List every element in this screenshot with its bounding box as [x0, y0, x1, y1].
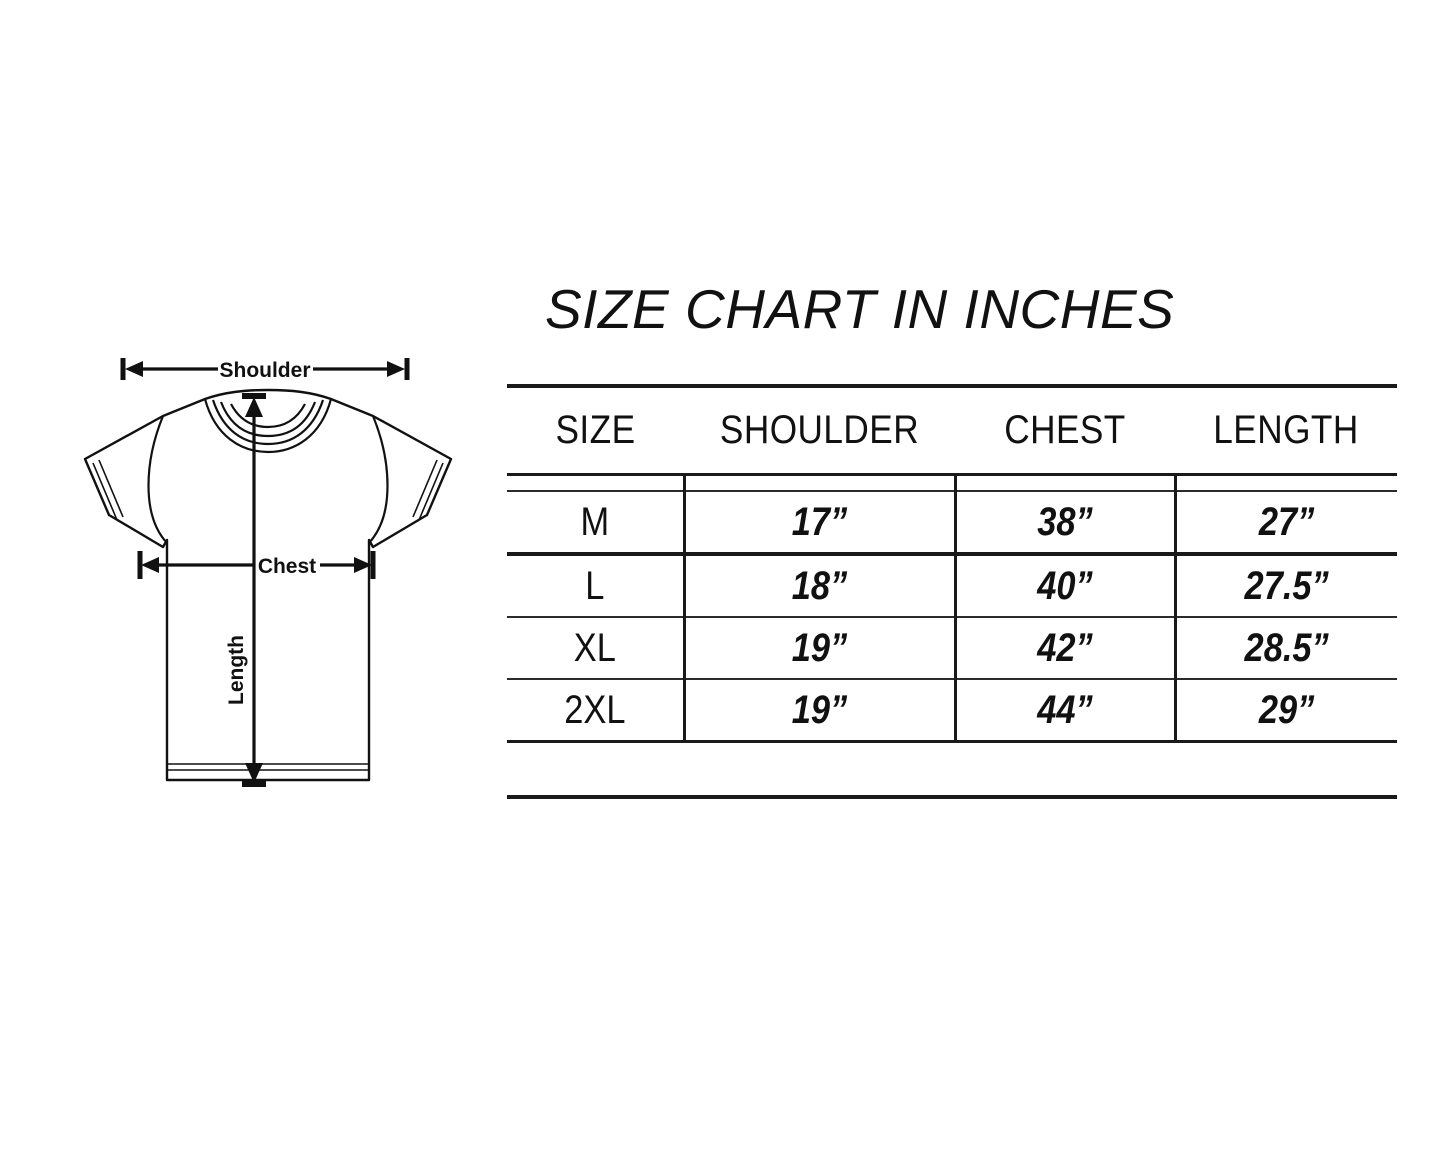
- cell-length: 29”: [1189, 679, 1382, 743]
- table-top-rule: [507, 384, 1397, 388]
- cell-length: 27”: [1189, 491, 1382, 556]
- cell-chest: 40”: [969, 554, 1160, 618]
- size-chart-table: SIZE SHOULDER CHEST LENGTH M 17” 38”: [507, 388, 1397, 799]
- spacer-cell-size: [507, 474, 684, 492]
- size-chart-title: SIZE CHART IN INCHES: [545, 278, 1175, 340]
- t-shirt-measurement-diagram: Shoulder: [55, 340, 485, 810]
- spacer-cell-length: [1173, 474, 1397, 492]
- cell-size: XL: [519, 617, 672, 680]
- table-row: XL 19” 42” 28.5”: [507, 617, 1397, 680]
- spacer-cell-chest: [953, 474, 1175, 492]
- cell-length: 28.5”: [1189, 617, 1382, 680]
- table-header-row: SIZE SHOULDER CHEST LENGTH: [507, 388, 1397, 476]
- chest-label: Chest: [258, 555, 316, 578]
- column-header-length: LENGTH: [1188, 388, 1384, 476]
- sleeve-seams: [147, 415, 389, 544]
- chest-dimension-arrow: [137, 551, 376, 579]
- column-header-chest: CHEST: [968, 388, 1162, 476]
- blank-cell: [507, 741, 1397, 799]
- table-row: M 17” 38” 27”: [507, 491, 1397, 556]
- cell-chest: 38”: [969, 491, 1160, 556]
- cell-shoulder: 19”: [701, 679, 937, 743]
- cell-chest: 42”: [969, 617, 1160, 680]
- header-underline-spacer: [507, 474, 1397, 492]
- table-blank-row: [507, 741, 1397, 799]
- size-chart-block: SIZE CHART IN INCHES SIZE SHOULDER CHEST…: [507, 278, 1397, 799]
- shirt-outline: [83, 388, 453, 782]
- cell-size: L: [519, 554, 672, 618]
- collar-arcs: [203, 398, 333, 454]
- column-header-shoulder: SHOULDER: [700, 388, 939, 476]
- column-header-size: SIZE: [517, 388, 674, 476]
- cell-size: 2XL: [519, 679, 672, 743]
- cell-chest: 44”: [969, 679, 1160, 743]
- table-row: 2XL 19” 44” 29”: [507, 679, 1397, 743]
- length-dimension-arrow: [242, 393, 266, 787]
- cell-shoulder: 18”: [701, 554, 937, 618]
- spacer-cell-shoulder: [682, 474, 955, 492]
- length-label: Length: [225, 635, 248, 705]
- cell-shoulder: 19”: [701, 617, 937, 680]
- sleeve-cuff-hems: [92, 459, 444, 521]
- cell-size: M: [519, 491, 672, 556]
- cell-shoulder: 17”: [701, 491, 937, 556]
- shoulder-dimension-arrow: [120, 358, 410, 380]
- cell-length: 27.5”: [1189, 554, 1382, 618]
- shoulder-label: Shoulder: [219, 359, 310, 382]
- bottom-hem: [167, 763, 369, 771]
- table-row: L 18” 40” 27.5”: [507, 554, 1397, 618]
